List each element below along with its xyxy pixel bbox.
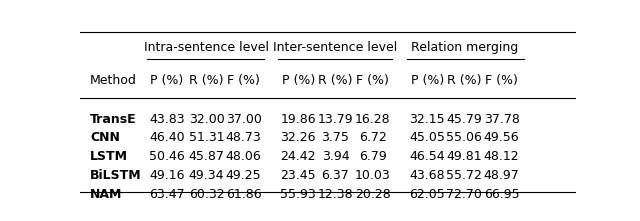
Text: 24.42: 24.42 xyxy=(280,150,316,163)
Text: Inter-sentence level: Inter-sentence level xyxy=(273,41,397,54)
Text: P (%): P (%) xyxy=(411,74,444,88)
Text: 49.34: 49.34 xyxy=(189,169,224,182)
Text: 23.45: 23.45 xyxy=(280,169,316,182)
Text: R (%): R (%) xyxy=(318,74,353,88)
Text: 32.00: 32.00 xyxy=(189,113,225,126)
Text: 12.38: 12.38 xyxy=(317,188,353,201)
Text: P (%): P (%) xyxy=(282,74,315,88)
Text: TransE: TransE xyxy=(90,113,136,126)
Text: 10.03: 10.03 xyxy=(355,169,390,182)
Text: 20.28: 20.28 xyxy=(355,188,390,201)
Text: Intra-sentence level: Intra-sentence level xyxy=(144,41,269,54)
Text: 3.94: 3.94 xyxy=(322,150,349,163)
Text: R (%): R (%) xyxy=(447,74,482,88)
Text: 48.06: 48.06 xyxy=(226,150,262,163)
Text: 19.86: 19.86 xyxy=(280,113,316,126)
Text: 48.73: 48.73 xyxy=(226,131,262,145)
Text: 45.79: 45.79 xyxy=(447,113,483,126)
Text: 6.37: 6.37 xyxy=(321,169,349,182)
Text: 13.79: 13.79 xyxy=(317,113,353,126)
Text: 49.25: 49.25 xyxy=(226,169,262,182)
Text: Relation merging: Relation merging xyxy=(411,41,518,54)
Text: 55.72: 55.72 xyxy=(447,169,483,182)
Text: 3.75: 3.75 xyxy=(321,131,349,145)
Text: 16.28: 16.28 xyxy=(355,113,390,126)
Text: F (%): F (%) xyxy=(356,74,389,88)
Text: 72.70: 72.70 xyxy=(447,188,483,201)
Text: 55.06: 55.06 xyxy=(447,131,483,145)
Text: 6.72: 6.72 xyxy=(359,131,387,145)
Text: 62.05: 62.05 xyxy=(410,188,445,201)
Text: 43.68: 43.68 xyxy=(410,169,445,182)
Text: 46.54: 46.54 xyxy=(410,150,445,163)
Text: LSTM: LSTM xyxy=(90,150,128,163)
Text: 43.83: 43.83 xyxy=(149,113,184,126)
Text: F (%): F (%) xyxy=(485,74,518,88)
Text: 66.95: 66.95 xyxy=(484,188,520,201)
Text: 46.40: 46.40 xyxy=(149,131,184,145)
Text: 48.97: 48.97 xyxy=(484,169,520,182)
Text: 61.86: 61.86 xyxy=(226,188,262,201)
Text: CNN: CNN xyxy=(90,131,120,145)
Text: 49.81: 49.81 xyxy=(447,150,482,163)
Text: 50.46: 50.46 xyxy=(149,150,185,163)
Text: 49.16: 49.16 xyxy=(149,169,184,182)
Text: BiLSTM: BiLSTM xyxy=(90,169,141,182)
Text: 60.32: 60.32 xyxy=(189,188,224,201)
Text: 51.31: 51.31 xyxy=(189,131,224,145)
Text: 63.47: 63.47 xyxy=(149,188,184,201)
Text: P (%): P (%) xyxy=(150,74,184,88)
Text: 55.93: 55.93 xyxy=(280,188,316,201)
Text: 32.26: 32.26 xyxy=(280,131,316,145)
Text: 45.87: 45.87 xyxy=(189,150,225,163)
Text: 37.00: 37.00 xyxy=(226,113,262,126)
Text: 48.12: 48.12 xyxy=(484,150,520,163)
Text: R (%): R (%) xyxy=(189,74,224,88)
Text: 45.05: 45.05 xyxy=(409,131,445,145)
Text: 49.56: 49.56 xyxy=(484,131,520,145)
Text: 6.79: 6.79 xyxy=(359,150,387,163)
Text: 32.15: 32.15 xyxy=(410,113,445,126)
Text: F (%): F (%) xyxy=(227,74,260,88)
Text: 37.78: 37.78 xyxy=(484,113,520,126)
Text: NAM: NAM xyxy=(90,188,122,201)
Text: Method: Method xyxy=(90,74,137,88)
